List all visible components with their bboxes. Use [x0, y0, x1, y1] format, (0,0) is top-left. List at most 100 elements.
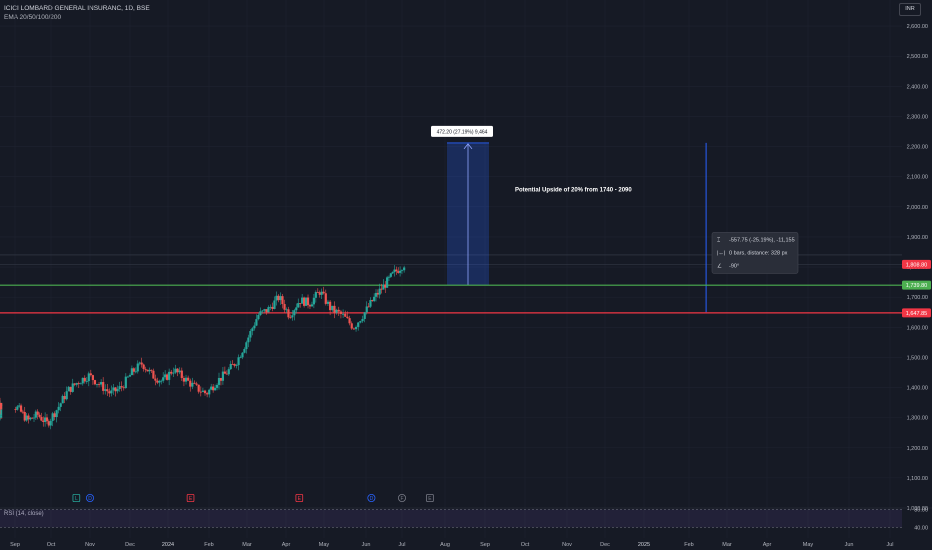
candle-body — [226, 374, 228, 375]
event-marker-label: F — [400, 496, 403, 502]
candle-body — [319, 292, 321, 295]
candle-body — [208, 390, 210, 395]
y-tick-label: 2,000.00 — [907, 205, 928, 211]
x-tick-label: Jul — [886, 542, 893, 548]
candle-body — [0, 417, 2, 418]
y-tick-label: 2,300.00 — [907, 114, 928, 120]
candle-body — [0, 409, 2, 410]
y-tick-label: 1,200.00 — [907, 446, 928, 452]
candle-body — [181, 371, 183, 378]
candle-body — [333, 306, 335, 313]
candle-body — [277, 296, 279, 300]
candle-body — [285, 309, 287, 310]
candle-body — [156, 381, 158, 383]
candle-body — [141, 363, 143, 365]
candle-body — [98, 384, 100, 385]
candle-body — [160, 381, 162, 382]
candle-body — [275, 296, 277, 301]
candle-body — [366, 306, 368, 312]
event-marker-label: E — [428, 496, 432, 502]
candle-body — [311, 304, 313, 306]
candle-body — [0, 410, 2, 416]
candle-body — [255, 319, 257, 325]
price-level-badge-text: 1,808.80 — [906, 262, 927, 268]
candle-body — [114, 387, 116, 391]
candle-body — [104, 389, 106, 391]
candle-body — [291, 315, 293, 317]
candle-body — [348, 318, 350, 323]
candle-body — [179, 371, 181, 373]
measure-tooltip-icon: ∠ — [717, 262, 722, 269]
candle-body — [297, 303, 299, 307]
candle-body — [52, 413, 54, 421]
candle-body — [359, 321, 361, 322]
price-level-badge-text: 1,739.80 — [906, 283, 927, 289]
x-tick-label: 2025 — [638, 542, 650, 548]
x-tick-label: Dec — [125, 542, 135, 548]
candle-body — [299, 303, 301, 304]
candle-body — [245, 342, 247, 349]
candle-body — [191, 383, 193, 387]
candle-body — [283, 304, 285, 310]
candle-body — [129, 375, 131, 377]
candle-body — [279, 296, 281, 300]
candle-body — [20, 405, 22, 411]
candle-body — [80, 383, 82, 384]
candle-body — [303, 298, 305, 306]
candle-body — [336, 310, 338, 313]
candle-body — [84, 378, 86, 382]
candle-body — [263, 309, 265, 310]
candle-body — [150, 370, 152, 371]
candle-body — [403, 267, 405, 270]
candle-body — [189, 381, 191, 387]
candle-body — [68, 387, 70, 391]
y-tick-label: 2,600.00 — [907, 24, 928, 30]
candle-body — [187, 378, 189, 381]
candle-body — [88, 373, 90, 381]
x-tick-label: Nov — [85, 542, 95, 548]
candle-body — [46, 417, 48, 421]
candle-body — [185, 378, 187, 382]
candle-body — [239, 357, 241, 358]
candle-body — [317, 292, 319, 293]
candle-body — [198, 385, 200, 392]
y-tick-label: 1,900.00 — [907, 235, 928, 241]
candle-body — [236, 365, 238, 366]
y-tick-label: 1,400.00 — [907, 386, 928, 392]
candle-body — [131, 368, 133, 375]
candle-body — [357, 323, 359, 327]
x-tick-label: Mar — [722, 542, 732, 548]
candle-body — [364, 312, 366, 319]
candle-body — [100, 382, 102, 384]
candle-body — [82, 378, 84, 384]
measure-tooltip-line: -90° — [729, 263, 739, 269]
candle-body — [220, 378, 222, 381]
candle-body — [72, 383, 74, 391]
candle-body — [344, 314, 346, 317]
candle-body — [148, 370, 150, 371]
x-tick-label: Dec — [600, 542, 610, 548]
candle-body — [139, 363, 141, 364]
y-tick-label: 2,200.00 — [907, 145, 928, 151]
candle-body — [340, 312, 342, 314]
candle-body — [289, 317, 291, 318]
candle-body — [33, 418, 35, 419]
rsi-tick-label: 40.00 — [914, 525, 928, 531]
candle-body — [172, 373, 174, 374]
candle-body — [38, 415, 40, 417]
candle-body — [183, 378, 185, 382]
y-tick-label: 1,500.00 — [907, 355, 928, 361]
candle-body — [355, 327, 357, 329]
candle-body — [123, 387, 125, 388]
candle-body — [193, 383, 195, 384]
candle-body — [90, 373, 92, 375]
candle-body — [133, 368, 135, 371]
candle-body — [399, 271, 401, 273]
candle-body — [265, 309, 267, 312]
x-tick-label: Sep — [480, 542, 490, 548]
candle-body — [110, 390, 112, 393]
candle-body — [329, 302, 331, 310]
candle-body — [315, 292, 317, 298]
candle-body — [135, 371, 137, 372]
